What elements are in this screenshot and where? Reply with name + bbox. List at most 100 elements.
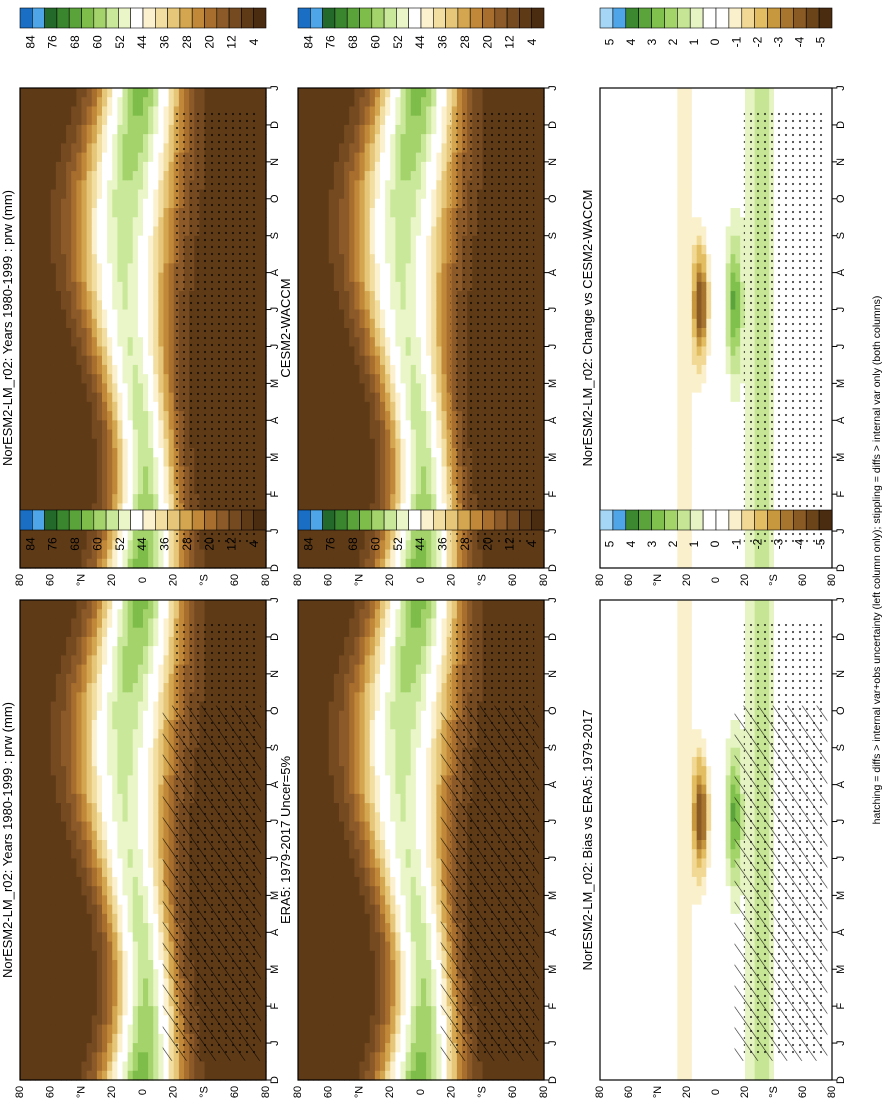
heatmap-cell (107, 115, 113, 126)
heatmap-cell (81, 886, 88, 896)
heatmap-cell (35, 960, 42, 970)
heatmap-cell (143, 784, 149, 795)
heatmap-cell (143, 124, 149, 135)
heatmap-cell (132, 337, 139, 348)
heatmap-cell (148, 913, 154, 924)
heatmap-cell (122, 484, 129, 495)
heatmap-cell (81, 143, 88, 154)
heatmap-cell (66, 272, 72, 283)
heatmap-cell (148, 821, 154, 832)
heatmap-cell (168, 309, 175, 320)
heatmap-cell (107, 793, 113, 804)
heatmap-cell (45, 189, 52, 200)
heatmap-cell (96, 923, 103, 933)
heatmap-cell (86, 1006, 93, 1016)
heatmap-cell (143, 987, 149, 998)
heatmap-cell (45, 475, 52, 486)
heatmap-cell (112, 987, 118, 998)
heatmap-cell (30, 609, 36, 620)
heatmap-cell (245, 549, 252, 560)
heatmap-cell (209, 549, 216, 560)
heatmap-cell (204, 600, 211, 610)
heatmap-cell (122, 1024, 129, 1035)
heatmap-cell (96, 300, 103, 311)
heatmap-cell (132, 673, 139, 684)
heatmap-cell (255, 411, 262, 421)
heatmap-cell (112, 692, 118, 703)
heatmap-cell (260, 189, 267, 200)
heatmap-cell (158, 281, 165, 292)
heatmap-cell (61, 1006, 67, 1016)
heatmap-cell (25, 858, 31, 869)
heatmap-cell (112, 941, 118, 952)
heatmap-cell (66, 1052, 72, 1063)
heatmap-cell (40, 950, 47, 961)
heatmap-cell (132, 235, 139, 246)
heatmap-cell (143, 411, 149, 421)
heatmap-cell (61, 124, 67, 135)
heatmap-cell (40, 254, 47, 264)
heatmap-cell (143, 969, 149, 980)
heatmap-cell (112, 1052, 118, 1063)
heatmap-cell (127, 88, 134, 98)
heatmap-cell (91, 134, 98, 144)
heatmap-cell (66, 1043, 72, 1053)
heatmap-cell (66, 531, 72, 541)
heatmap-cell (158, 932, 165, 943)
heatmap-cell (225, 88, 231, 98)
heatmap-cell (81, 244, 88, 255)
heatmap-cell (40, 932, 47, 943)
heatmap-cell (61, 484, 67, 495)
heatmap-cell (112, 840, 118, 850)
heatmap-cell (35, 475, 42, 486)
heatmap-cell (45, 655, 52, 666)
heatmap-cell (240, 97, 247, 108)
heatmap-cell (132, 124, 139, 135)
heatmap-cell (61, 346, 67, 357)
heatmap-cell (71, 618, 77, 629)
heatmap-cell (71, 401, 77, 412)
heatmap-cell (45, 1043, 52, 1053)
heatmap-cell (96, 1006, 103, 1016)
heatmap-cell (153, 720, 159, 730)
heatmap-cell (35, 272, 42, 283)
heatmap-cell (61, 627, 67, 638)
heatmap-cell (235, 88, 241, 98)
heatmap-cell (132, 756, 139, 767)
heatmap-cell (153, 438, 159, 449)
heatmap-cell (255, 392, 262, 403)
heatmap-cell (50, 683, 57, 693)
heatmap-cell (61, 609, 67, 620)
heatmap-cell (76, 867, 83, 878)
heatmap-cell (71, 337, 77, 348)
heatmap-cell (132, 950, 139, 961)
heatmap-cell (163, 189, 170, 200)
heatmap-cell (81, 88, 88, 98)
heatmap-cell (81, 180, 88, 191)
heatmap-cell (127, 189, 134, 200)
heatmap-cell (35, 886, 42, 896)
heatmap-cell (81, 457, 88, 468)
heatmap-cell (35, 189, 42, 200)
heatmap-cell (91, 710, 98, 721)
heatmap-cell (40, 374, 47, 384)
heatmap-cell (127, 411, 134, 421)
heatmap-cell (163, 217, 170, 228)
heatmap-cell (50, 1061, 57, 1072)
heatmap-cell (30, 683, 36, 693)
heatmap-cell (20, 646, 26, 656)
heatmap-cell (25, 448, 31, 458)
heatmap-cell (50, 97, 57, 108)
heatmap-cell (158, 720, 165, 730)
heatmap-cell (66, 664, 72, 675)
heatmap-cell (143, 401, 149, 412)
heatmap-cell (112, 830, 118, 841)
heatmap-cell (91, 784, 98, 795)
heatmap-cell (20, 300, 26, 311)
stipple-region (172, 624, 257, 1056)
heatmap-cell (45, 318, 52, 329)
heatmap-cell (81, 738, 88, 749)
heatmap-cell (35, 438, 42, 449)
heatmap-cell (143, 664, 149, 675)
heatmap-cell (55, 244, 62, 255)
